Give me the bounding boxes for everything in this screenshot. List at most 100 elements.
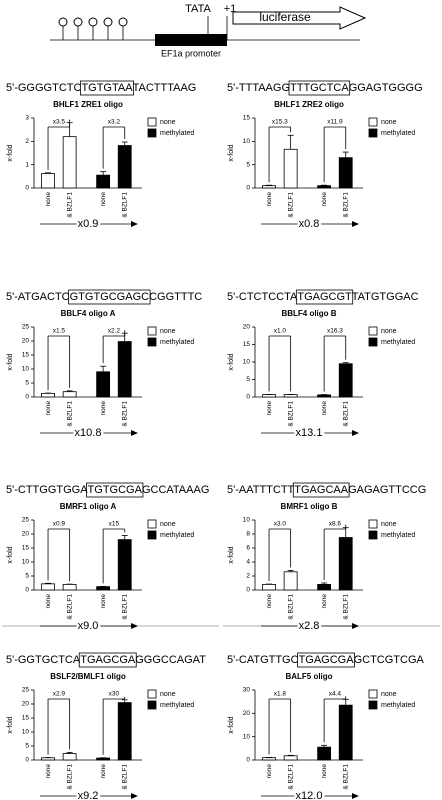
y-tick-label: 0	[246, 757, 250, 764]
legend-label: none	[160, 521, 176, 528]
bar	[117, 702, 132, 761]
x-tick-label: & BZLF1	[121, 401, 128, 427]
y-tick-label: 30	[243, 687, 251, 694]
legend-swatch	[147, 128, 157, 138]
x-tick-label: none	[321, 594, 328, 609]
construct: TATA +1 luciferase EF1a promoter	[50, 3, 367, 58]
y-tick-label: 8	[246, 531, 250, 538]
bar	[62, 391, 77, 398]
bar	[317, 746, 332, 761]
x-tick-label: none	[321, 401, 328, 416]
sequence-segment: GGGCCAGAT	[135, 654, 206, 666]
x-tick-label: none	[266, 192, 273, 207]
sequence-segment: 5'-GGTGCTCA	[6, 654, 81, 666]
y-tick-label: 5	[25, 743, 29, 750]
reporter-label: luciferase	[259, 10, 311, 24]
sequence-segment: GAGAGTTCCG	[348, 484, 426, 496]
fold-label: x1.0	[274, 328, 287, 335]
bar	[41, 757, 55, 761]
y-axis-label: x-fold	[7, 716, 14, 733]
x-tick-label: & BZLF1	[66, 594, 73, 620]
effect-arrowhead	[131, 623, 138, 629]
sequence-segment: TGTGTAA	[81, 82, 133, 94]
sequence-segment: 5'-ATGACTC	[6, 291, 70, 303]
sequence-segment: CGGTTTC	[149, 291, 202, 303]
sequence-segment: GTGTGCGAGC	[70, 291, 150, 303]
x-tick-label: & BZLF1	[287, 401, 294, 427]
y-tick-label: 1	[25, 161, 29, 168]
legend-swatch	[368, 117, 378, 127]
fold-label: x2.2	[108, 328, 121, 335]
chart-title: BSLF2/BMLF1 oligo	[50, 672, 126, 681]
x-tick-label: none	[45, 192, 52, 207]
bar	[338, 704, 353, 761]
y-tick-label: 25	[22, 687, 30, 694]
bar	[317, 584, 332, 591]
fold-label: x4.4	[329, 691, 342, 698]
y-tick-label: 10	[243, 733, 251, 740]
y-tick-label: 20	[22, 338, 30, 345]
methylation-effect: x9.2	[78, 790, 99, 800]
effect-arrowhead	[352, 221, 359, 227]
fold-label: x15.3	[272, 119, 288, 126]
bar	[62, 136, 77, 189]
legend-label: methylated	[381, 702, 415, 709]
x-tick-label: & BZLF1	[66, 401, 73, 427]
bar	[317, 394, 332, 398]
sequence-box	[295, 289, 354, 305]
chart-title: BALF5 oligo	[285, 672, 332, 681]
methylation-effect: x9.0	[78, 620, 99, 632]
legend-label: none	[381, 521, 397, 528]
y-tick-label: 15	[243, 115, 251, 122]
effect-arrowhead	[131, 793, 138, 799]
legend-label: methylated	[160, 130, 194, 137]
fold-label: x1.8	[274, 691, 287, 698]
fold-label: x3.5	[53, 119, 66, 126]
y-tick-label: 10	[243, 138, 251, 145]
sequence-box	[80, 80, 134, 96]
fold-label: x3.2	[108, 119, 121, 126]
chart-title: BHLF1 ZRE2 oligo	[274, 100, 344, 109]
y-tick-label: 3	[25, 115, 29, 122]
bar	[317, 185, 332, 189]
effect-arrowhead	[352, 793, 359, 799]
y-axis-label: x-fold	[7, 353, 14, 370]
x-tick-label: & BZLF1	[287, 764, 294, 790]
sequence-box	[297, 652, 355, 668]
x-tick-label: & BZLF1	[342, 192, 349, 218]
methylation-effect: x0.8	[299, 218, 320, 230]
sequence-segment: 5'-GGGGTCTC	[6, 82, 81, 94]
methylation-effect: x13.1	[296, 427, 323, 439]
sequence-segment: TTTGCTCA	[290, 82, 349, 94]
y-tick-label: 5	[25, 380, 29, 387]
y-tick-label: 0	[25, 757, 29, 764]
y-tick-label: 10	[22, 559, 30, 566]
x-tick-label: none	[266, 401, 273, 416]
effect-arrowhead	[352, 623, 359, 629]
x-tick-label: none	[100, 192, 107, 207]
sequence-box	[68, 289, 151, 305]
sequence-segment: TACTTTAAG	[133, 82, 197, 94]
y-axis-label: x-fold	[7, 144, 14, 161]
tata-label: TATA	[185, 3, 211, 15]
y-tick-label: 2	[246, 573, 250, 580]
y-tick-label: 25	[22, 517, 30, 524]
y-axis-label: x-fold	[228, 144, 235, 161]
legend-label: methylated	[381, 339, 415, 346]
x-tick-label: & BZLF1	[121, 192, 128, 218]
chart-title: BMRF1 oligo A	[60, 502, 117, 511]
y-tick-label: 2	[25, 138, 29, 145]
y-tick-label: 10	[243, 517, 251, 524]
legend-swatch	[147, 519, 157, 529]
methylation-effect: x12.0	[296, 790, 323, 800]
y-tick-label: 15	[22, 545, 30, 552]
x-tick-label: & BZLF1	[66, 764, 73, 790]
legend-swatch	[147, 530, 157, 540]
x-tick-label: none	[266, 764, 273, 779]
y-tick-label: 20	[22, 531, 30, 538]
y-tick-label: 0	[246, 394, 250, 401]
fold-label: x2.9	[53, 691, 66, 698]
y-tick-label: 5	[246, 376, 250, 383]
bar	[283, 571, 298, 591]
y-tick-label: 20	[22, 701, 30, 708]
